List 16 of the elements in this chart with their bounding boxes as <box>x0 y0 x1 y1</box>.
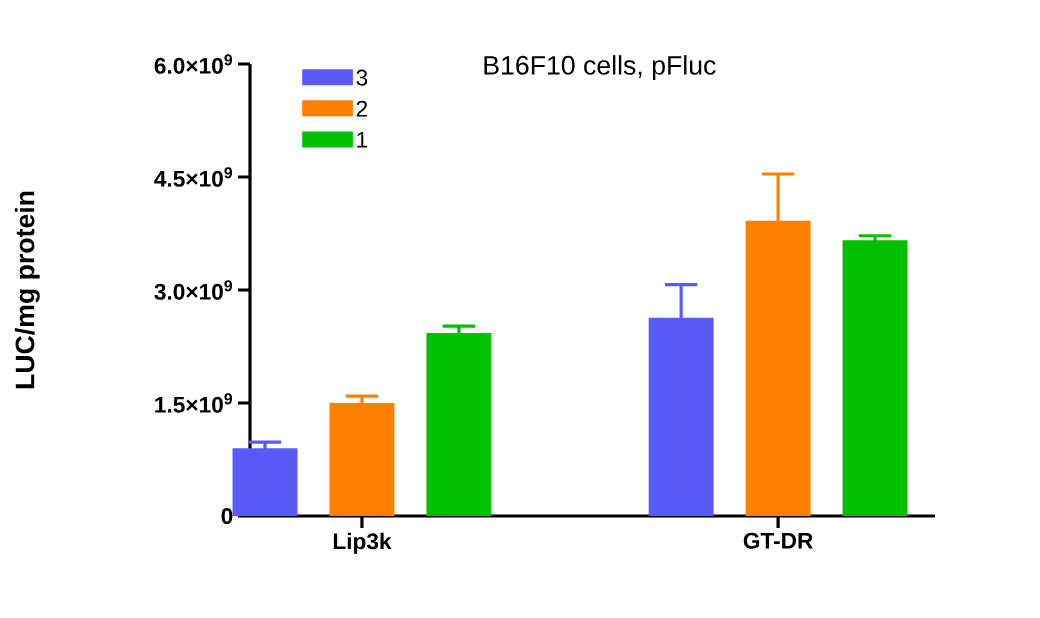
legend-label: 3 <box>356 69 368 86</box>
y-axis-title: LUC/mg protein <box>14 191 40 389</box>
bar <box>329 402 395 516</box>
x-tick-label: GT-DR <box>743 532 813 549</box>
bar <box>426 332 492 516</box>
legend-label: 2 <box>356 100 368 117</box>
legend-label: 1 <box>357 131 368 148</box>
chart-title: B16F10 cells, pFluc <box>484 55 716 81</box>
bar <box>842 240 908 516</box>
y-tick-label: 6.0×10$^{9}$ <box>154 54 233 74</box>
bar <box>232 448 298 516</box>
x-tick-label: Lip3k <box>333 532 392 554</box>
y-tick-label: 0 <box>221 507 233 525</box>
y-tick-label: 1.5×10$^{9}$ <box>155 393 233 413</box>
y-tick-label: 3.0×10$^{9}$ <box>154 280 233 300</box>
y-tick-label: 4.5×10$^{9}$ <box>154 167 233 187</box>
